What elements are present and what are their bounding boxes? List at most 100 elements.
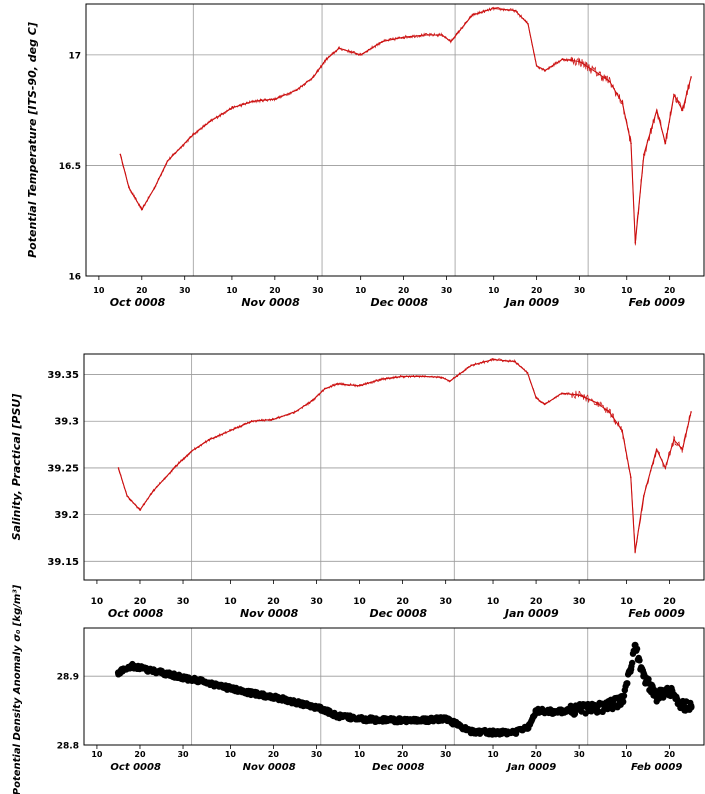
x-tick-label: 30 xyxy=(312,286,324,295)
x-tick-label: 30 xyxy=(574,750,586,759)
data-point xyxy=(601,702,609,710)
x-tick-label: 30 xyxy=(177,597,190,607)
x-tick-label: 30 xyxy=(439,597,452,607)
scatter-dot xyxy=(636,657,643,664)
data-point xyxy=(440,376,443,379)
data-point xyxy=(359,54,362,56)
data-point xyxy=(514,9,516,12)
x-tick-label: 10 xyxy=(620,597,633,607)
panel-2: 39.15 39.2 39.25 39.3 39.35 10 20 30 10 20 30 10 20 3… xyxy=(10,353,705,620)
plot-frame xyxy=(83,627,705,746)
month-label: Jan 0009 xyxy=(505,762,556,773)
x-tick-label: 20 xyxy=(664,750,676,759)
x-tick-label: 20 xyxy=(663,597,676,607)
x-tick-label: 20 xyxy=(136,286,148,295)
data-point xyxy=(179,146,182,149)
data-point xyxy=(140,208,143,211)
y-tick-label: 39.35 xyxy=(47,370,79,381)
data-point xyxy=(543,403,546,406)
data-point xyxy=(381,40,383,43)
data-point xyxy=(295,89,298,92)
data-point xyxy=(664,467,667,469)
data-point xyxy=(489,729,497,737)
data-point xyxy=(294,411,296,413)
data-point xyxy=(226,685,234,693)
x-tick-label: 10 xyxy=(487,597,500,607)
data-point xyxy=(492,358,494,361)
data-point xyxy=(595,71,598,74)
plot-frame xyxy=(85,3,705,277)
data-point xyxy=(640,672,648,680)
data-point xyxy=(192,133,195,136)
data-point xyxy=(126,495,128,497)
data-point xyxy=(128,186,130,189)
data-point xyxy=(595,401,598,404)
x-tick-label: 20 xyxy=(530,597,543,607)
plot-frame xyxy=(83,353,705,581)
data-point xyxy=(655,448,658,451)
x-tick-label: 30 xyxy=(311,750,323,759)
data-point xyxy=(627,665,635,673)
data-point xyxy=(325,58,328,61)
x-tick-label: 20 xyxy=(268,750,280,759)
data-point xyxy=(136,664,144,672)
data-point xyxy=(334,712,342,720)
data-point xyxy=(575,705,583,713)
month-label: Dec 0008 xyxy=(371,296,429,309)
data-point xyxy=(643,153,645,156)
data-point xyxy=(337,383,339,385)
y-tick-label: 39.2 xyxy=(54,510,79,521)
x-tick-label: 10 xyxy=(355,286,367,295)
data-point xyxy=(153,186,156,189)
x-tick-label: 20 xyxy=(664,286,676,295)
data-point xyxy=(674,700,682,708)
data-point xyxy=(177,462,180,465)
data-point xyxy=(402,36,405,38)
series-line xyxy=(117,359,692,553)
data-point xyxy=(561,392,563,395)
y-tick-label: 39.25 xyxy=(47,463,79,474)
month-label: Nov 0008 xyxy=(241,296,300,309)
data-point xyxy=(424,34,426,36)
month-label: Jan 0009 xyxy=(503,607,559,620)
month-label: Jan 0009 xyxy=(503,296,559,309)
data-point xyxy=(642,495,645,497)
data-point xyxy=(449,380,451,382)
y-tick-label: 17 xyxy=(68,51,81,61)
data-point xyxy=(634,242,637,244)
data-point xyxy=(630,476,632,479)
data-point xyxy=(673,439,675,441)
x-tick-label: 30 xyxy=(310,597,323,607)
data-point xyxy=(272,418,275,421)
data-point xyxy=(492,7,495,10)
y-axis-label: Potential Temperature [ITS-90, deg C] xyxy=(26,22,39,258)
y-axis-label: Potential Density Anomaly σ₀ [kg/m³] xyxy=(12,584,23,794)
data-point xyxy=(442,715,450,723)
data-point xyxy=(513,360,516,363)
data-point xyxy=(190,450,193,452)
y-tick-label: 28.9 xyxy=(57,673,79,683)
data-point xyxy=(229,429,232,432)
data-point xyxy=(380,378,382,381)
data-point xyxy=(631,641,639,649)
data-point xyxy=(139,509,141,511)
data-point xyxy=(578,394,580,396)
data-point xyxy=(324,387,326,390)
data-point xyxy=(634,551,636,553)
x-tick-label: 10 xyxy=(354,750,366,759)
x-tick-label: 20 xyxy=(134,750,146,759)
x-tick-label: 10 xyxy=(353,597,366,607)
data-point xyxy=(681,109,684,111)
data-point xyxy=(311,399,313,402)
data-point xyxy=(441,34,444,36)
data-point xyxy=(468,727,475,735)
y-tick-label: 28.8 xyxy=(57,742,79,752)
data-point xyxy=(471,14,474,16)
x-tick-label: 20 xyxy=(396,597,409,607)
data-point xyxy=(690,411,692,413)
data-point xyxy=(252,100,255,103)
month-label: Feb 0009 xyxy=(631,762,682,773)
data-point xyxy=(356,715,364,723)
